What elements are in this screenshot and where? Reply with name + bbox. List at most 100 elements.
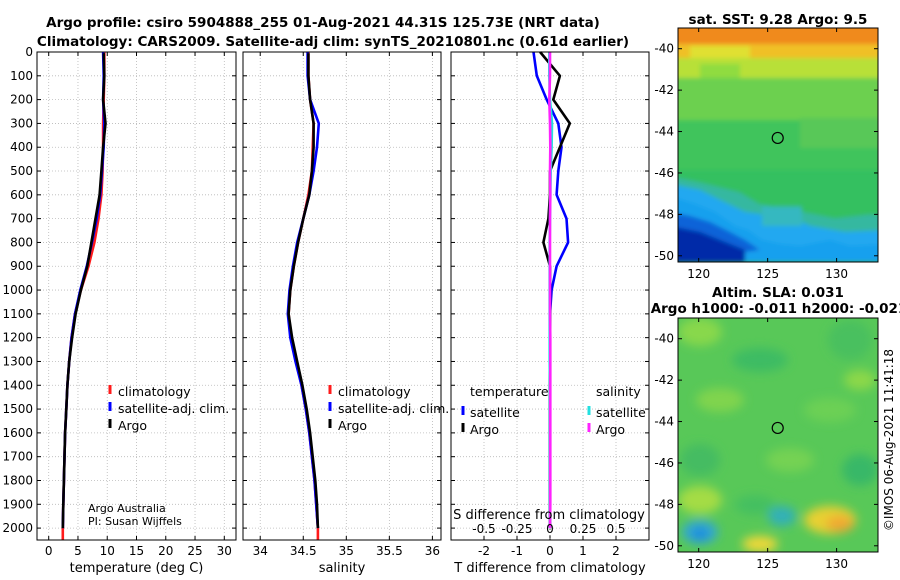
legend-label: climatology: [118, 384, 191, 399]
axes-frame: [242, 51, 442, 541]
series-line-satellite-adj-clim-: [61, 51, 106, 529]
map-y-tick-label: -42: [654, 373, 674, 387]
y-tick-label: 100: [10, 69, 33, 83]
x-tick-label: 34.5: [290, 544, 317, 558]
y-tick-label: 2000: [2, 521, 33, 535]
s-diff-tick-label: 0: [546, 522, 554, 536]
legend-label: Argo: [338, 418, 367, 433]
salinity-panel: 34 34.5 35 35.5 36 salinity climatology satelli…: [242, 51, 449, 576]
s-diff-tick-label: -0.5: [472, 522, 495, 536]
map-y-tick-label: -46: [654, 456, 674, 470]
map-x-tick-label: 130: [825, 267, 848, 281]
series-line-salinity-argo: [547, 52, 552, 529]
map-y-tick-label: -50: [654, 539, 674, 553]
temperature-panel: 0100200300400500600700800900100011001200…: [2, 45, 237, 576]
x-tick-label: 15: [129, 544, 144, 558]
sst-map-image: [678, 28, 878, 262]
legend-title-salinity: salinity: [596, 384, 641, 399]
y-tick-label: 1600: [2, 426, 33, 440]
sla-map-title-line2: Argo h1000: -0.011 h2000: -0.021: [651, 301, 900, 317]
y-tick-label: 900: [10, 259, 33, 273]
y-tick-label: 500: [10, 164, 33, 178]
map-y-tick-label: -46: [654, 166, 674, 180]
y-tick-label: 1900: [2, 497, 33, 511]
x-tick-label: 0: [45, 544, 53, 558]
map-x-tick-label: 120: [687, 267, 710, 281]
figure-title-line2: Climatology: CARS2009. Satellite-adj cli…: [37, 34, 629, 50]
difference-panel: -2 -1 0 1 2 T difference from climatology temp…: [450, 51, 650, 576]
y-tick-label: 1100: [2, 307, 33, 321]
y-tick-label: 1300: [2, 354, 33, 368]
y-tick-label: 200: [10, 93, 33, 107]
x-tick-label: 2: [612, 544, 620, 558]
map-y-tick-label: -44: [654, 125, 674, 139]
y-tick-label: 1200: [2, 331, 33, 345]
credit-line1: Argo Australia: [88, 502, 166, 515]
y-tick-label: 400: [10, 140, 33, 154]
sst-map-title: sat. SST: 9.28 Argo: 9.5: [689, 12, 868, 28]
s-diff-tick-label: -0.25: [501, 522, 532, 536]
map-y-tick-label: -48: [654, 497, 674, 511]
x-tick-label: 25: [187, 544, 202, 558]
y-tick-label: 1700: [2, 450, 33, 464]
axes-frame: [450, 51, 650, 541]
y-tick-label: 800: [10, 235, 33, 249]
y-tick-label: 1500: [2, 402, 33, 416]
x-tick-label: 10: [100, 544, 115, 558]
map-y-tick-label: -40: [654, 332, 674, 346]
map-x-tick-label: 125: [756, 557, 779, 571]
axes-frame: [36, 51, 237, 541]
map-y-tick-label: -48: [654, 207, 674, 221]
x-tick-label: 34: [253, 544, 268, 558]
x-tick-label: -1: [511, 544, 523, 558]
sst-map-axes: -40 -42 -44 -46 -48 -50 120 125 130: [654, 27, 879, 281]
x-axis-label: salinity: [319, 561, 366, 576]
figure-title-line1: Argo profile: csiro 5904888_255 01-Aug-2…: [46, 15, 600, 31]
map-frame: [677, 317, 879, 553]
series-line-argo: [61, 53, 107, 529]
x-tick-label: 35: [339, 544, 354, 558]
s-diff-tick-label: 0.5: [606, 522, 625, 536]
argo-location-marker: [771, 421, 784, 435]
legend-label: satellite-adj. clim.: [118, 401, 229, 416]
y-tick-label: 600: [10, 188, 33, 202]
argo-location-marker: [771, 131, 784, 145]
map-x-tick-label: 130: [825, 557, 848, 571]
credit-line2: PI: Susan Wijffels: [88, 515, 182, 528]
map-y-tick-label: -50: [654, 249, 674, 263]
y-tick-label: 300: [10, 116, 33, 130]
series-line-argo: [287, 53, 320, 529]
x-tick-label: 30: [217, 544, 232, 558]
copyright-text: ©IMOS 06-Aug-2021 11:41:18: [882, 349, 896, 531]
sla-map-axes: -40 -42 -44 -46 -48 -50 120 125 130: [654, 317, 879, 571]
legend-label: Argo: [596, 422, 625, 437]
y-tick-label: 0: [25, 45, 33, 59]
map-x-tick-label: 120: [687, 557, 710, 571]
legend-label: satellite: [596, 405, 646, 420]
x-tick-label: 5: [74, 544, 82, 558]
sla-map-title-line1: Altim. SLA: 0.031: [712, 285, 844, 301]
x-tick-label: -2: [478, 544, 490, 558]
y-tick-label: 1800: [2, 473, 33, 487]
map-y-tick-label: -44: [654, 415, 674, 429]
legend-label: climatology: [338, 384, 411, 399]
x-tick-label: 36: [425, 544, 440, 558]
x-axis-label: temperature (deg C): [70, 561, 204, 576]
map-y-tick-label: -42: [654, 83, 674, 97]
x-axis-label: T difference from climatology: [453, 561, 646, 576]
legend-label: Argo: [118, 418, 147, 433]
x-tick-label: 20: [158, 544, 173, 558]
y-tick-label: 1400: [2, 378, 33, 392]
legend-label: satellite: [470, 405, 520, 420]
legend-title-temperature: temperature: [470, 384, 549, 399]
s-diff-tick-label: 0.25: [570, 522, 597, 536]
map-x-tick-label: 125: [756, 267, 779, 281]
series-line-climatology: [61, 52, 106, 540]
legend-label: Argo: [470, 422, 499, 437]
x-tick-label: 35.5: [376, 544, 403, 558]
y-tick-label: 700: [10, 212, 33, 226]
legend-label: satellite-adj. clim.: [338, 401, 449, 416]
y-tick-label: 1000: [2, 283, 33, 297]
x-tick-label: 0: [546, 544, 554, 558]
